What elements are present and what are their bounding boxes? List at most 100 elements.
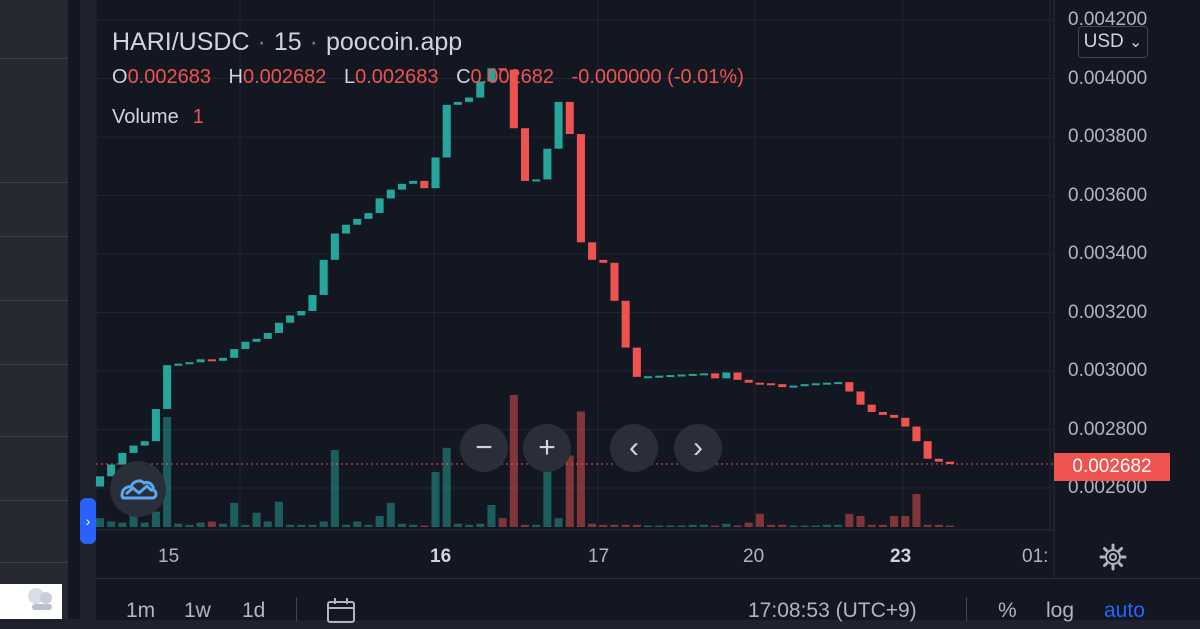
candle <box>297 311 306 316</box>
volume-legend: Volume 1 <box>112 106 204 129</box>
volume-bar <box>677 525 686 527</box>
volume-bar <box>845 513 854 527</box>
price-tick-label: 0.003000 <box>1068 360 1148 381</box>
auto-scale-button[interactable]: auto <box>1104 599 1145 622</box>
candle <box>644 376 653 379</box>
clock-display[interactable]: 17:08:53 (UTC+9) <box>748 599 917 622</box>
panel-divider <box>0 436 68 437</box>
candle <box>107 464 116 477</box>
volume-bar <box>621 524 630 527</box>
scroll-right-button[interactable]: › <box>674 424 722 472</box>
candle <box>241 341 250 350</box>
candle <box>252 338 261 342</box>
range-1d-button[interactable]: 1d <box>242 599 266 622</box>
volume-label[interactable]: Volume <box>112 106 179 128</box>
interval-label[interactable]: 15 <box>273 28 302 56</box>
bottom-toolbar: 1m 1w 1d 17:08:53 (UTC+9) % log auto <box>96 578 1200 623</box>
volume-bar <box>733 525 742 527</box>
source-label: poocoin.app <box>325 28 463 56</box>
candle <box>711 373 720 379</box>
volume-bar <box>140 522 149 527</box>
candle <box>621 300 630 348</box>
scroll-left-button[interactable]: ‹ <box>610 424 658 472</box>
panel-separator <box>68 0 80 619</box>
volume-bar <box>431 472 440 527</box>
volume-bar <box>509 395 518 527</box>
volume-bar <box>755 513 764 527</box>
volume-bar <box>744 522 753 527</box>
chart-grid <box>95 0 1054 530</box>
volume-bar <box>286 524 295 527</box>
zoom-in-button[interactable]: + <box>523 424 571 472</box>
volume-bar <box>465 524 474 527</box>
candle <box>878 411 887 415</box>
candle <box>308 294 317 312</box>
volume-bar <box>353 521 362 527</box>
candle <box>912 426 921 442</box>
candle <box>867 404 876 412</box>
volume-bar <box>688 524 697 527</box>
volume-bar <box>890 516 899 527</box>
zoom-out-button[interactable]: − <box>460 424 508 472</box>
currency-button[interactable]: USD ⌄ <box>1078 26 1148 58</box>
volume-bar <box>151 511 160 527</box>
range-1m-button[interactable]: 1m <box>126 599 156 622</box>
price-tick-label: 0.003200 <box>1068 301 1148 323</box>
volume-bar <box>554 518 563 527</box>
candle <box>129 445 138 453</box>
candle <box>465 97 474 102</box>
candle <box>588 242 597 260</box>
volume-bar <box>778 524 787 527</box>
volume-bar <box>364 524 373 527</box>
volume-bar <box>822 524 831 527</box>
candle <box>655 375 664 378</box>
price-tick-label: 0.003400 <box>1068 243 1148 264</box>
candle <box>789 385 798 388</box>
volume-bar <box>644 525 653 527</box>
log-scale-button[interactable]: log <box>1046 599 1075 622</box>
volume-bar <box>498 518 507 527</box>
candle <box>632 347 641 377</box>
candle <box>386 189 395 199</box>
symbol-name[interactable]: HARI/USDC <box>112 28 250 56</box>
candle <box>409 180 418 184</box>
volume-bars <box>95 395 955 527</box>
volume-bar <box>319 521 328 527</box>
price-tick-label: 0.002600 <box>1068 477 1148 498</box>
toolbar-separator <box>966 597 967 621</box>
volume-bar <box>923 524 932 527</box>
candle <box>733 372 742 380</box>
tradingview-logo-icon[interactable] <box>110 461 166 517</box>
candle <box>554 101 563 149</box>
currency-label: USD <box>1083 31 1124 52</box>
candle <box>744 379 753 383</box>
volume-bar <box>107 521 116 527</box>
change-value: -0.000000 (-0.01%) <box>571 66 744 88</box>
candle <box>923 441 932 459</box>
candle <box>666 375 675 378</box>
candle <box>151 409 160 442</box>
panel-divider <box>0 500 68 501</box>
candle <box>822 382 831 385</box>
collapse-panel-tab[interactable]: › <box>80 498 96 544</box>
candle <box>353 218 362 225</box>
volume-bar <box>386 502 395 527</box>
volume-bar <box>342 524 351 527</box>
price-tick-label: 0.003600 <box>1068 184 1148 206</box>
volume-bar <box>912 494 921 527</box>
percent-scale-button[interactable]: % <box>998 599 1017 622</box>
volume-bar <box>655 525 664 527</box>
calendar-range-icon[interactable] <box>326 597 356 629</box>
candle <box>487 68 496 82</box>
time-tick-label: 16 <box>430 546 452 567</box>
gear-icon[interactable] <box>1098 542 1128 572</box>
candle <box>140 441 149 446</box>
volume-bar <box>565 455 574 527</box>
candle <box>800 384 809 387</box>
symbol-legend: HARI/USDC · 15 · poocoin.app <box>112 28 462 57</box>
candle <box>174 363 183 366</box>
range-1w-button[interactable]: 1w <box>184 599 211 622</box>
candle <box>442 104 451 158</box>
volume-bar <box>532 524 541 527</box>
